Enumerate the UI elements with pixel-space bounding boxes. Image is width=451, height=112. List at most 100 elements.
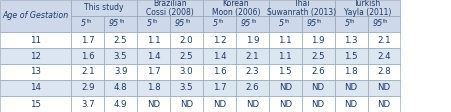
Text: 1.9: 1.9: [246, 36, 259, 44]
Bar: [170, 64, 203, 80]
Bar: [0, 64, 71, 80]
Bar: [236, 96, 269, 112]
Bar: [335, 48, 368, 64]
Text: 2.5: 2.5: [179, 52, 193, 60]
Text: 2.1: 2.1: [245, 52, 259, 60]
Text: Brazilian
Cossi (2008): Brazilian Cossi (2008): [146, 0, 194, 17]
Text: 95: 95: [109, 19, 119, 28]
Text: 2.6: 2.6: [311, 68, 325, 76]
Text: 12: 12: [30, 52, 41, 60]
Bar: [302, 80, 335, 96]
Bar: [203, 32, 236, 48]
Text: 2.5: 2.5: [114, 36, 128, 44]
Text: 1.1: 1.1: [147, 36, 161, 44]
Text: 3.5: 3.5: [179, 84, 193, 93]
Bar: [71, 0, 137, 16]
Text: 2.8: 2.8: [377, 68, 391, 76]
Text: ND: ND: [345, 99, 358, 109]
Bar: [368, 96, 400, 112]
Text: ND: ND: [279, 84, 292, 93]
Text: 95: 95: [175, 19, 185, 28]
Bar: [302, 32, 335, 48]
Bar: [302, 48, 335, 64]
Bar: [269, 16, 302, 32]
Text: 95: 95: [373, 19, 382, 28]
Bar: [137, 48, 170, 64]
Text: 15: 15: [30, 99, 41, 109]
Text: 1.5: 1.5: [278, 68, 292, 76]
Text: th: th: [87, 19, 92, 24]
Bar: [203, 80, 236, 96]
Text: 3.9: 3.9: [114, 68, 127, 76]
Text: th: th: [186, 19, 191, 24]
Text: 11: 11: [30, 36, 41, 44]
Text: Korean
Moon (2006): Korean Moon (2006): [212, 0, 260, 17]
Text: 14: 14: [30, 84, 41, 93]
Text: 5: 5: [147, 19, 152, 28]
Text: 2.5: 2.5: [311, 52, 325, 60]
Bar: [203, 0, 269, 16]
Bar: [236, 16, 269, 32]
Text: 5: 5: [279, 19, 284, 28]
Text: Age of Gestation: Age of Gestation: [3, 12, 69, 20]
Text: ND: ND: [147, 99, 160, 109]
Bar: [368, 64, 400, 80]
Text: ND: ND: [312, 84, 325, 93]
Text: th: th: [383, 19, 389, 24]
Text: ND: ND: [312, 99, 325, 109]
Text: th: th: [218, 19, 224, 24]
Bar: [368, 80, 400, 96]
Bar: [269, 80, 302, 96]
Text: ND: ND: [377, 99, 391, 109]
Text: 1.1: 1.1: [278, 52, 292, 60]
Bar: [335, 32, 368, 48]
Bar: [368, 48, 400, 64]
Text: 13: 13: [30, 68, 41, 76]
Bar: [203, 16, 236, 32]
Bar: [203, 64, 236, 80]
Bar: [236, 64, 269, 80]
Bar: [170, 80, 203, 96]
Text: ND: ND: [279, 99, 292, 109]
Text: 1.5: 1.5: [344, 52, 358, 60]
Text: 1.8: 1.8: [147, 84, 161, 93]
Text: 3.7: 3.7: [81, 99, 95, 109]
Bar: [137, 96, 170, 112]
Text: This study: This study: [84, 3, 124, 13]
Bar: [71, 64, 104, 80]
Text: 95: 95: [241, 19, 251, 28]
Bar: [71, 80, 104, 96]
Bar: [104, 96, 137, 112]
Bar: [0, 32, 71, 48]
Text: th: th: [252, 19, 257, 24]
Text: 3.5: 3.5: [114, 52, 128, 60]
Bar: [71, 48, 104, 64]
Bar: [0, 48, 71, 64]
Bar: [170, 32, 203, 48]
Bar: [71, 32, 104, 48]
Bar: [137, 80, 170, 96]
Text: 2.9: 2.9: [81, 84, 94, 93]
Text: th: th: [350, 19, 356, 24]
Bar: [302, 16, 335, 32]
Text: 1.7: 1.7: [81, 36, 95, 44]
Bar: [368, 16, 400, 32]
Bar: [0, 0, 71, 32]
Bar: [269, 96, 302, 112]
Text: ND: ND: [180, 99, 193, 109]
Bar: [302, 64, 335, 80]
Text: 4.8: 4.8: [114, 84, 128, 93]
Text: 4.9: 4.9: [114, 99, 127, 109]
Bar: [236, 48, 269, 64]
Bar: [137, 64, 170, 80]
Bar: [137, 16, 170, 32]
Text: 95: 95: [307, 19, 317, 28]
Text: ND: ND: [213, 99, 226, 109]
Bar: [335, 0, 400, 16]
Text: 1.9: 1.9: [312, 36, 325, 44]
Bar: [335, 64, 368, 80]
Bar: [71, 96, 104, 112]
Bar: [104, 64, 137, 80]
Text: Turkish
Yayla (2011): Turkish Yayla (2011): [344, 0, 391, 17]
Text: ND: ND: [377, 84, 391, 93]
